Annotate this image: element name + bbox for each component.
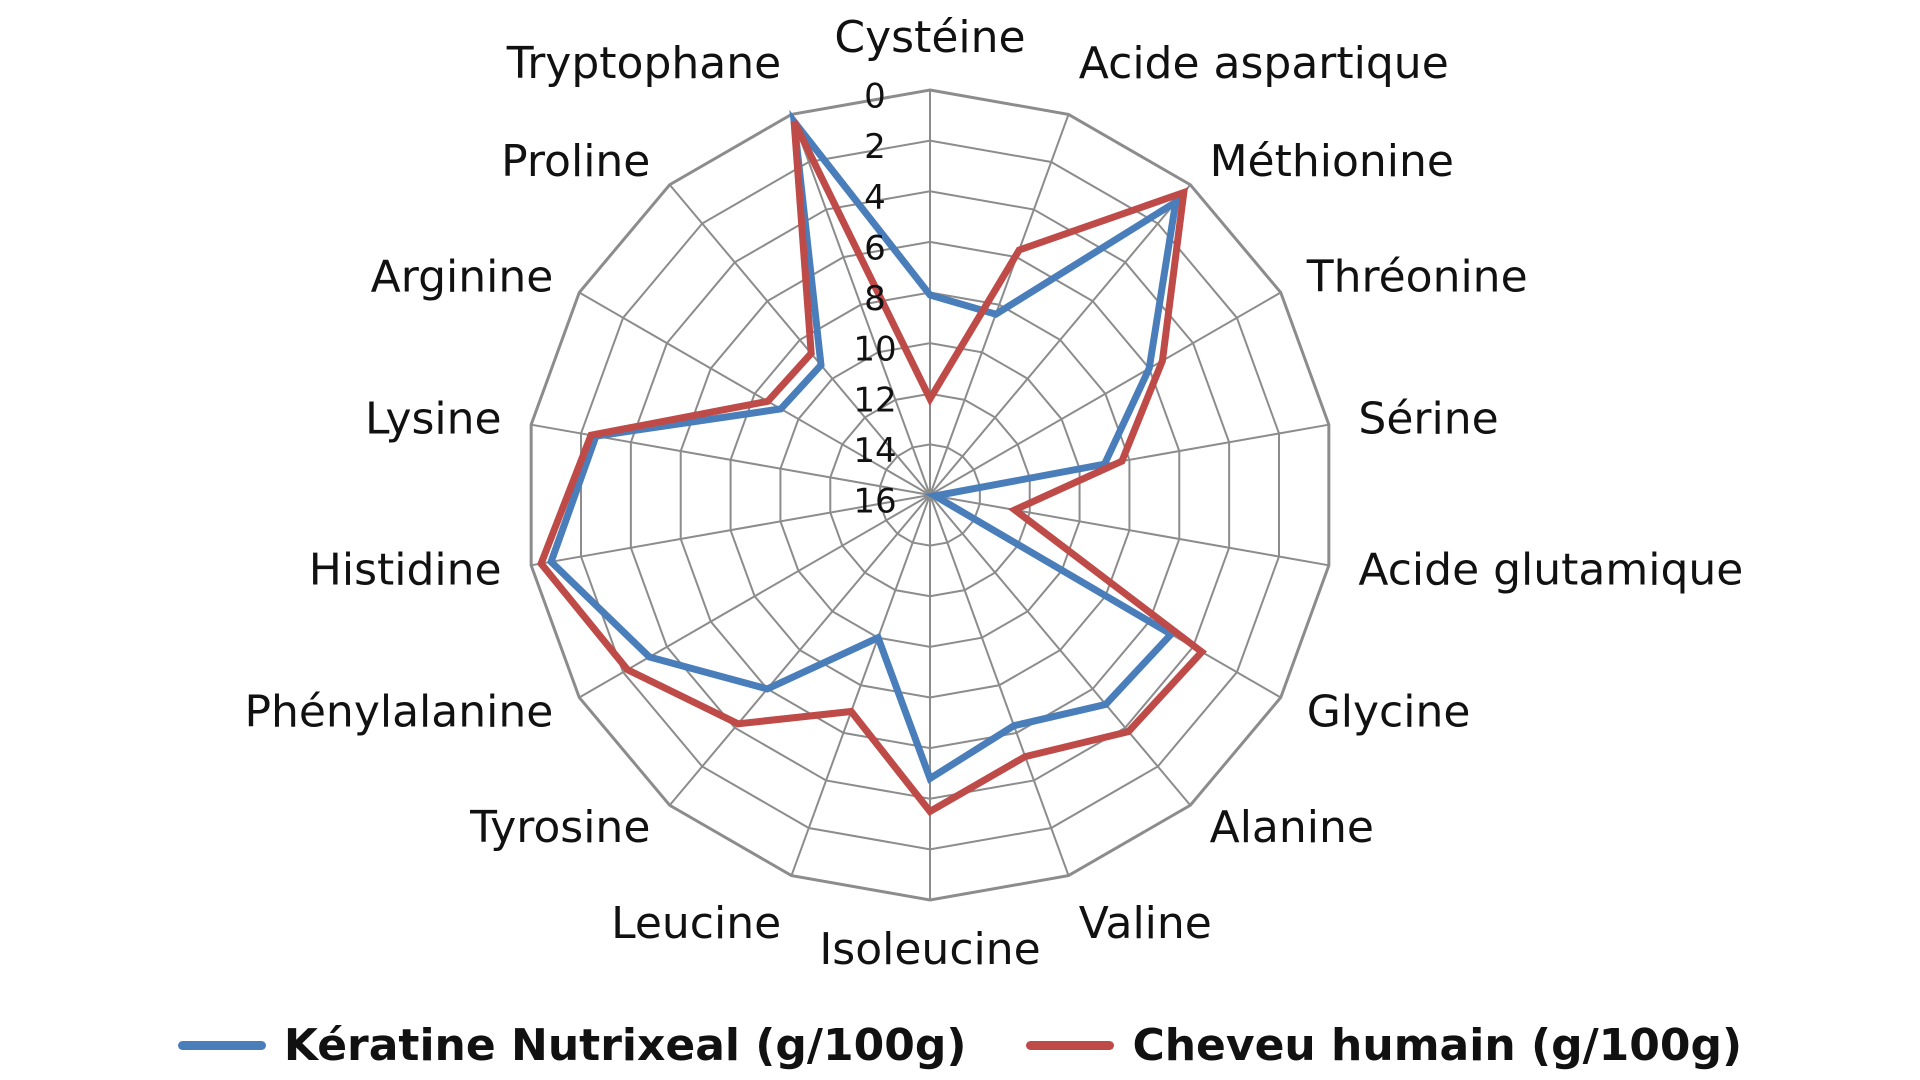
category-label: Histidine: [309, 545, 502, 596]
series-line-1: [537, 120, 1207, 816]
category-label: Tyrosine: [469, 802, 650, 853]
category-label: Cystéine: [834, 12, 1025, 63]
legend: Kératine Nutrixeal (g/100g) Cheveu humai…: [0, 1010, 1920, 1080]
category-label: Arginine: [371, 252, 554, 303]
category-label: Sérine: [1358, 394, 1498, 445]
tick-label: 10: [853, 330, 896, 370]
category-label: Tryptophane: [506, 38, 781, 89]
tick-label: 14: [853, 431, 896, 471]
category-label: Thréonine: [1306, 252, 1528, 303]
tick-label: 6: [864, 228, 886, 268]
category-label: Lysine: [365, 394, 502, 445]
grid-spoke: [790, 494, 931, 876]
series-line-0: [547, 109, 1181, 784]
category-label: Alanine: [1210, 802, 1374, 853]
grid-spoke: [929, 494, 1070, 876]
category-label: Phénylalanine: [244, 687, 553, 738]
grid-spoke: [929, 494, 1192, 806]
grid-spoke: [530, 494, 931, 567]
category-label: Acide aspartique: [1079, 38, 1449, 89]
legend-swatch-keratine: [177, 1040, 266, 1050]
tick-label: 16: [853, 482, 896, 522]
axis-tick-labels: 0 2 4 6 8 10 12 14 16: [853, 77, 896, 522]
legend-item-cheveu: Cheveu humain (g/100g): [1026, 1020, 1742, 1071]
grid-spoke: [929, 291, 1282, 496]
category-label: Proline: [501, 136, 650, 187]
grid-spoke: [929, 184, 1192, 496]
grid-spoke: [668, 494, 931, 806]
grid-spoke: [929, 114, 1070, 496]
grid-spoke: [578, 291, 931, 496]
legend-label-keratine: Kératine Nutrixeal (g/100g): [283, 1019, 967, 1071]
legend-swatch-cheveu: [1026, 1040, 1115, 1050]
tick-label: 8: [864, 279, 886, 319]
grid-spoke: [578, 494, 931, 699]
legend-label-cheveu: Cheveu humain (g/100g): [1132, 1019, 1743, 1071]
legend-item-keratine: Kératine Nutrixeal (g/100g): [177, 1019, 967, 1071]
tick-label: 0: [864, 77, 886, 117]
category-label: Isoleucine: [819, 924, 1040, 975]
category-label: Acide glutamique: [1358, 545, 1743, 596]
category-label: Valine: [1079, 898, 1212, 949]
tick-label: 4: [864, 178, 886, 218]
tick-label: 2: [864, 127, 886, 167]
category-label: Méthionine: [1210, 136, 1454, 187]
grid-spoke: [929, 494, 1330, 567]
grid-spoke: [668, 184, 931, 496]
tick-label: 12: [853, 380, 896, 420]
series-lines: [537, 109, 1207, 816]
category-label: Leucine: [611, 898, 781, 949]
grid-spoke: [790, 114, 931, 496]
category-labels: Cystéine Acide aspartique Méthionine Thréon…: [244, 12, 1743, 975]
category-label: Glycine: [1307, 687, 1471, 738]
